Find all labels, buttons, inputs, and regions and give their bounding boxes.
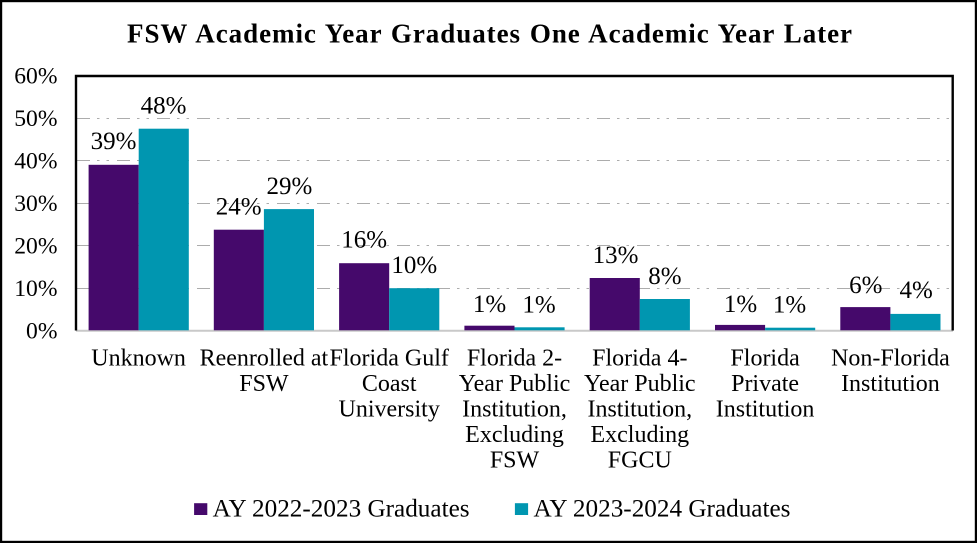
svg-text:AY 2022-2023 Graduates: AY 2022-2023 Graduates (213, 496, 470, 523)
svg-text:29%: 29% (266, 173, 312, 200)
svg-text:10%: 10% (14, 276, 57, 302)
svg-text:40%: 40% (14, 148, 57, 174)
svg-text:4%: 4% (900, 277, 933, 304)
svg-text:39%: 39% (91, 128, 137, 155)
svg-text:AY 2023-2024 Graduates: AY 2023-2024 Graduates (534, 496, 791, 523)
svg-text:16%: 16% (341, 227, 387, 254)
svg-text:FSW Academic Year Graduates On: FSW Academic Year Graduates One Academic… (127, 19, 853, 49)
svg-text:0%: 0% (26, 318, 57, 344)
svg-text:1%: 1% (473, 291, 506, 318)
svg-text:50%: 50% (14, 106, 57, 132)
svg-text:1%: 1% (773, 291, 806, 318)
svg-text:10%: 10% (391, 252, 437, 279)
svg-text:1%: 1% (724, 291, 757, 318)
svg-text:30%: 30% (14, 191, 57, 217)
svg-text:24%: 24% (216, 194, 262, 221)
svg-text:8%: 8% (648, 263, 681, 290)
svg-text:60%: 60% (14, 63, 57, 89)
svg-text:1%: 1% (522, 291, 555, 318)
svg-text:13%: 13% (593, 242, 639, 269)
svg-text:48%: 48% (141, 93, 187, 120)
svg-text:Unknown: Unknown (91, 345, 186, 371)
svg-text:6%: 6% (849, 272, 882, 299)
svg-text:20%: 20% (14, 233, 57, 259)
